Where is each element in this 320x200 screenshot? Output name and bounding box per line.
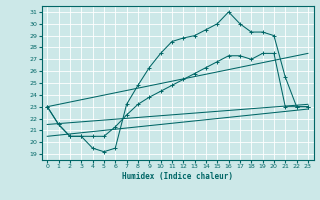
X-axis label: Humidex (Indice chaleur): Humidex (Indice chaleur): [122, 172, 233, 181]
